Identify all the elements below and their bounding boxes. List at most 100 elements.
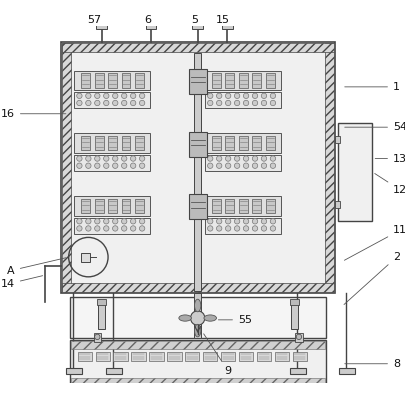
- Circle shape: [217, 219, 222, 224]
- Bar: [131, 352, 146, 361]
- Circle shape: [252, 219, 258, 224]
- Bar: [226, 73, 234, 88]
- Text: A: A: [7, 258, 66, 276]
- Bar: [185, 352, 200, 361]
- Circle shape: [252, 163, 258, 168]
- Bar: [74, 196, 150, 216]
- Bar: [291, 302, 298, 329]
- Bar: [212, 73, 221, 88]
- Bar: [71, 378, 325, 386]
- Circle shape: [243, 156, 249, 161]
- Circle shape: [207, 93, 213, 99]
- Circle shape: [261, 219, 266, 224]
- Circle shape: [113, 93, 118, 99]
- Circle shape: [130, 219, 136, 224]
- Bar: [62, 43, 334, 52]
- Circle shape: [252, 226, 258, 231]
- Circle shape: [252, 93, 258, 99]
- Bar: [74, 71, 150, 91]
- Circle shape: [217, 156, 222, 161]
- Circle shape: [139, 100, 145, 106]
- Bar: [266, 73, 275, 88]
- Text: 13: 13: [375, 154, 405, 164]
- Bar: [81, 253, 90, 262]
- Circle shape: [77, 93, 82, 99]
- Text: 7: 7: [0, 398, 1, 399]
- Circle shape: [86, 156, 91, 161]
- Circle shape: [234, 156, 240, 161]
- Circle shape: [95, 100, 100, 106]
- Bar: [94, 333, 101, 342]
- Bar: [293, 352, 307, 361]
- Circle shape: [86, 226, 91, 231]
- Bar: [335, 136, 340, 143]
- Bar: [62, 283, 334, 292]
- Bar: [95, 136, 104, 150]
- Bar: [226, 199, 234, 213]
- Bar: [62, 42, 335, 293]
- Circle shape: [77, 226, 82, 231]
- Bar: [205, 133, 281, 153]
- Bar: [252, 73, 261, 88]
- Circle shape: [217, 100, 222, 106]
- Circle shape: [104, 93, 109, 99]
- Circle shape: [243, 93, 249, 99]
- Circle shape: [207, 100, 213, 106]
- Text: 57: 57: [87, 15, 102, 25]
- Bar: [146, 24, 156, 29]
- Text: 11: 11: [344, 225, 405, 260]
- Circle shape: [243, 226, 249, 231]
- Bar: [290, 299, 299, 304]
- Circle shape: [130, 100, 136, 106]
- Circle shape: [270, 93, 276, 99]
- Bar: [74, 92, 150, 109]
- Circle shape: [122, 93, 127, 99]
- Circle shape: [270, 219, 276, 224]
- Circle shape: [139, 93, 145, 99]
- Circle shape: [261, 163, 266, 168]
- Circle shape: [261, 226, 266, 231]
- Ellipse shape: [204, 315, 217, 321]
- Bar: [95, 199, 104, 213]
- Text: 15: 15: [216, 15, 230, 25]
- Bar: [239, 199, 248, 213]
- Bar: [252, 136, 261, 150]
- Circle shape: [270, 156, 276, 161]
- Circle shape: [234, 163, 240, 168]
- Circle shape: [296, 334, 302, 340]
- Circle shape: [226, 219, 231, 224]
- Bar: [205, 155, 281, 171]
- Bar: [205, 196, 281, 216]
- Bar: [113, 352, 128, 361]
- Bar: [122, 73, 130, 88]
- Bar: [106, 368, 122, 375]
- Circle shape: [95, 93, 100, 99]
- Bar: [74, 133, 150, 153]
- Bar: [189, 194, 207, 219]
- Circle shape: [104, 219, 109, 224]
- Bar: [122, 136, 130, 150]
- Circle shape: [139, 226, 145, 231]
- Circle shape: [122, 156, 127, 161]
- Bar: [135, 73, 144, 88]
- Bar: [257, 352, 271, 361]
- Circle shape: [207, 226, 213, 231]
- Circle shape: [226, 93, 231, 99]
- Bar: [149, 352, 164, 361]
- Circle shape: [104, 226, 109, 231]
- Text: 6: 6: [144, 15, 151, 25]
- Circle shape: [207, 163, 213, 168]
- Circle shape: [95, 226, 100, 231]
- Circle shape: [243, 219, 249, 224]
- Bar: [189, 69, 207, 94]
- Bar: [135, 199, 144, 213]
- Bar: [205, 71, 281, 91]
- Circle shape: [252, 100, 258, 106]
- Bar: [68, 49, 328, 286]
- Ellipse shape: [194, 299, 201, 312]
- Bar: [97, 299, 106, 304]
- Circle shape: [234, 219, 240, 224]
- Circle shape: [113, 163, 118, 168]
- Circle shape: [122, 100, 127, 106]
- Bar: [96, 352, 110, 361]
